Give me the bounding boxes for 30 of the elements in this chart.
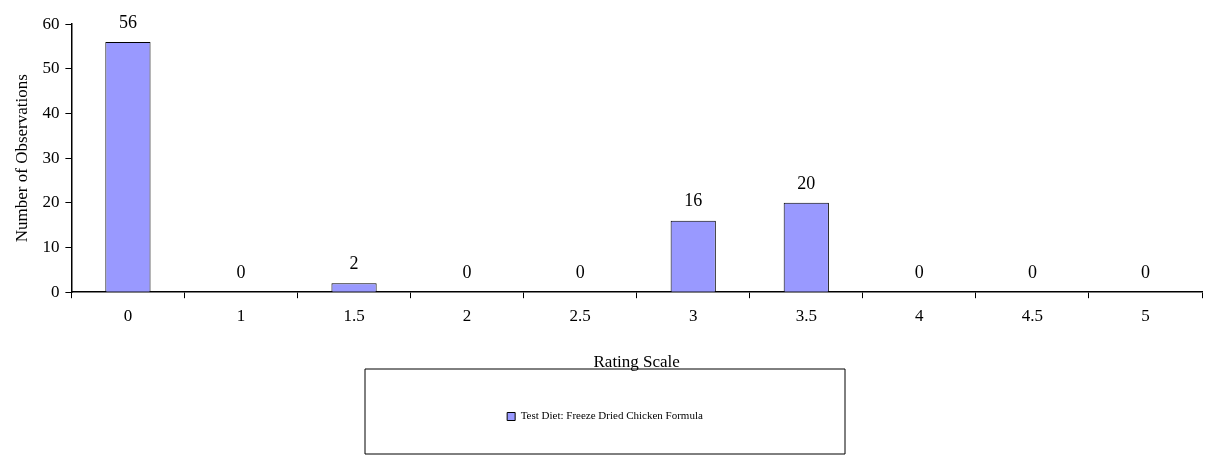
- x-tick-label: 3: [688, 305, 698, 325]
- x-tick-label: 1: [236, 305, 246, 325]
- legend-label: Test Diet: Freeze Dried Chicken Formula: [520, 409, 703, 422]
- x-tick-label: 4: [915, 305, 925, 325]
- x-tick-label: 2: [462, 305, 472, 325]
- data-label: 0: [914, 261, 924, 282]
- y-tick-label: 10: [42, 237, 60, 256]
- y-tick-label: 0: [50, 281, 60, 301]
- y-tick-label: 60: [42, 13, 60, 33]
- y-tick-label: 20: [42, 192, 60, 212]
- x-tick-label: 0: [123, 305, 133, 325]
- data-label: 0: [236, 261, 246, 282]
- data-label: 20: [797, 172, 816, 193]
- data-label: 0: [575, 261, 585, 282]
- data-label: 0: [1140, 261, 1150, 282]
- x-tick-label: 5: [1141, 305, 1150, 325]
- data-label: 0: [462, 261, 472, 282]
- x-tick-label: 1.5: [343, 305, 365, 325]
- y-tick-label: 40: [42, 103, 60, 122]
- y-tick-label: 30: [42, 147, 60, 167]
- data-label: 16: [684, 190, 703, 211]
- x-tick-label: 3.5: [795, 305, 817, 325]
- data-label: 56: [118, 11, 137, 32]
- x-tick-label: 2.5: [569, 305, 591, 325]
- y-tick-label: 50: [42, 58, 60, 78]
- data-label: 0: [1027, 261, 1037, 282]
- x-axis-title: Rating Scale: [593, 352, 680, 372]
- x-tick-label: 4.5: [1021, 305, 1044, 325]
- y-axis-title: Number of Observations: [11, 74, 31, 243]
- data-label: 2: [349, 253, 359, 273]
